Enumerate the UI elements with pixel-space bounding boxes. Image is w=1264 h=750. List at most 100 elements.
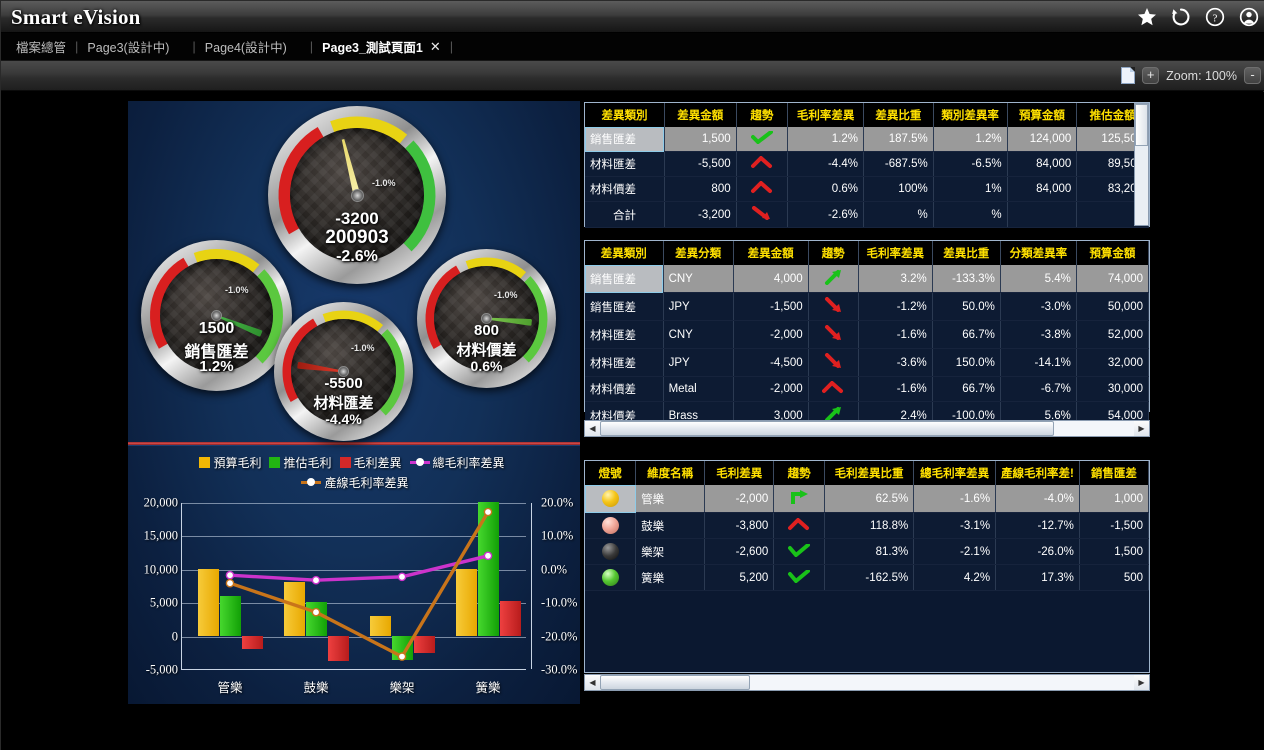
help-icon[interactable]: ? [1202, 4, 1227, 29]
table-row[interactable]: 管樂 -2,000 62.5% -1.6% -4.0% 1,000 [585, 485, 1150, 513]
col-header[interactable]: 趨勢 [773, 461, 825, 485]
bar-margin-variance [500, 600, 521, 636]
gauge-percent: 1.2% [199, 358, 234, 375]
table-header-row: 差異類別 差異分類 差異金額 趨勢 毛利率差異 差異比重 分類差異率 預算金額 [585, 241, 1150, 265]
col-header[interactable]: 趨勢 [736, 103, 789, 127]
col-header[interactable]: 差異類別 [585, 241, 664, 265]
col-header[interactable]: 毛利率差異 [787, 103, 865, 127]
tab-separator: | [449, 39, 454, 54]
toolbar: + Zoom: 100% - [1, 61, 1264, 91]
main-gauge[interactable]: -1.0% -3200 200903 -2.6% [268, 106, 446, 284]
table-row[interactable]: 簧樂 5,200 -162.5% 4.2% 17.3% 500 [585, 564, 1150, 591]
gauge-face [160, 259, 273, 372]
table-row[interactable]: 銷售匯差 JPY -1,500 -1.2% 50.0% -3.0% 50,000 [585, 292, 1150, 321]
table-row[interactable]: 鼓樂 -3,800 118.8% -3.1% -12.7% -1,500 [585, 512, 1150, 539]
cell: 材料匯差 [585, 151, 665, 177]
y2-tick: -10.0% [541, 595, 578, 610]
zoom-out-button[interactable]: - [1244, 67, 1261, 84]
refresh-icon[interactable] [1168, 4, 1193, 29]
cell: 管樂 [635, 485, 706, 513]
cell: CNY [663, 265, 734, 293]
tab-page3-design[interactable]: Page3(設計中) [80, 33, 176, 61]
table-row[interactable]: 銷售匯差 CNY 4,000 3.2% -133.3% 5.4% 74,000 [585, 265, 1150, 293]
cell: -3,800 [704, 512, 775, 539]
scroll-right-icon[interactable]: ▶ [1134, 675, 1149, 690]
gauge-label: 材料價差 [456, 342, 517, 359]
table-row[interactable]: 銷售匯差 1,500 1.2% 187.5% 1.2% 124,000 125,… [585, 127, 1149, 152]
cell: -1.6% [913, 485, 997, 513]
col-header[interactable]: 維度名稱 [635, 461, 706, 485]
cell: -1.6% [858, 320, 933, 349]
cell: -3,200 [664, 201, 737, 228]
gauge-sales-exchange-variance[interactable]: -1.0% 1500 銷售匯差 1.2% [141, 240, 292, 391]
gauge-material-price-variance[interactable]: -1.0% 800 材料價差 0.6% [417, 249, 556, 388]
y2-tick: 20.0% [541, 495, 574, 510]
trend-caret-red-icon [736, 176, 789, 202]
col-header[interactable]: 預算金額 [1076, 241, 1150, 265]
table2-horizontal-scrollbar[interactable]: ◀ ▶ [584, 420, 1150, 437]
zoom-in-button[interactable]: + [1142, 67, 1160, 84]
tab-file-explorer[interactable]: 檔案總管 [9, 33, 73, 61]
col-header[interactable]: 總毛利率差異 [913, 461, 997, 485]
cell: 5,200 [704, 564, 775, 591]
col-header[interactable]: 毛利差異 [704, 461, 775, 485]
cell: -12.7% [995, 512, 1080, 539]
col-header[interactable]: 趨勢 [808, 241, 859, 265]
col-header[interactable]: 毛利差異比重 [824, 461, 915, 485]
table-row[interactable]: 材料匯差 CNY -2,000 -1.6% 66.7% -3.8% 52,000 [585, 320, 1150, 349]
col-header[interactable]: 銷售匯差 [1079, 461, 1150, 485]
col-header[interactable]: 差異金額 [664, 103, 737, 127]
col-header[interactable]: 產線毛利率差! [995, 461, 1080, 485]
secondary-y-axis [531, 503, 532, 669]
user-icon[interactable] [1236, 4, 1261, 29]
legend-item: 總毛利率差異 [409, 454, 505, 471]
tab-page4-design[interactable]: Page4(設計中) [198, 33, 294, 61]
col-header[interactable]: 差異分類 [663, 241, 734, 265]
table-row[interactable]: 材料價差 Metal -2,000 -1.6% 66.7% -6.7% 30,0… [585, 376, 1150, 402]
col-header[interactable]: 類別差異率 [933, 103, 1008, 127]
table-vertical-scrollbar[interactable] [1134, 103, 1149, 226]
col-header[interactable]: 差異類別 [585, 103, 665, 127]
tab-page3-test-page1[interactable]: Page3_測試頁面1 ✕ [315, 33, 448, 61]
scroll-left-icon[interactable]: ◀ [585, 675, 600, 690]
close-icon[interactable]: ✕ [429, 38, 441, 54]
scroll-left-icon[interactable]: ◀ [585, 421, 600, 436]
cell: -4.4% [787, 151, 865, 177]
legend-swatch [339, 456, 351, 468]
cell: 150.0% [932, 348, 1001, 377]
page-icon[interactable] [1121, 67, 1136, 84]
trend-caret-red-icon [736, 151, 789, 177]
col-header[interactable]: 差異比重 [863, 103, 934, 127]
cell: -26.0% [995, 538, 1080, 565]
table3-horizontal-scrollbar[interactable]: ◀ ▶ [584, 674, 1150, 691]
scrollbar-track[interactable] [600, 675, 1134, 690]
app-title: Smart eVision [11, 5, 141, 29]
col-header[interactable]: 燈號 [585, 461, 637, 485]
table-row[interactable]: 材料價差 800 0.6% 100% 1% 84,000 83,200 [585, 176, 1149, 202]
cell: 118.8% [824, 512, 915, 539]
product-line-margin-table: 燈號 維度名稱 毛利差異 趨勢 毛利差異比重 總毛利率差異 產線毛利率差! 銷售… [584, 460, 1150, 673]
scrollbar-thumb[interactable] [600, 675, 750, 690]
cell: 簧樂 [635, 564, 706, 591]
table-row[interactable]: 材料匯差 -5,500 -4.4% -687.5% -6.5% 84,000 8… [585, 151, 1149, 177]
table-row[interactable]: 合計 -3,200 -2.6% % % [585, 201, 1149, 228]
scroll-right-icon[interactable]: ▶ [1134, 421, 1149, 436]
col-header[interactable]: 分類差異率 [1000, 241, 1077, 265]
cell: -3.1% [913, 512, 997, 539]
table-header-row: 差異類別 差異金額 趨勢 毛利率差異 差異比重 類別差異率 預算金額 推估金額 [585, 103, 1149, 127]
table-row[interactable]: 樂架 -2,600 81.3% -2.1% -26.0% 1,500 [585, 538, 1150, 565]
scrollbar-thumb[interactable] [600, 421, 1054, 436]
col-header[interactable]: 差異金額 [733, 241, 809, 265]
table-header-row: 燈號 維度名稱 毛利差異 趨勢 毛利差異比重 總毛利率差異 產線毛利率差! 銷售… [585, 461, 1150, 485]
favorite-star-icon[interactable] [1134, 4, 1159, 29]
col-header[interactable]: 預算金額 [1007, 103, 1078, 127]
table: 差異類別 差異金額 趨勢 毛利率差異 差異比重 類別差異率 預算金額 推估金額 … [585, 103, 1149, 228]
table-row[interactable]: 材料匯差 JPY -4,500 -3.6% 150.0% -14.1% 32,0… [585, 348, 1150, 377]
gauge-material-exchange-variance[interactable]: -1.0% -5500 材料匯差 -4.4% [274, 302, 413, 441]
margin-variance-chart: 預算毛利 推估毛利 毛利差異 總毛利率差異 [128, 448, 580, 704]
trend-check-green-icon [773, 538, 825, 565]
col-header[interactable]: 毛利率差異 [858, 241, 933, 265]
col-header[interactable]: 差異比重 [932, 241, 1001, 265]
scrollbar-track[interactable] [600, 421, 1134, 436]
scrollbar-thumb[interactable] [1135, 104, 1148, 146]
